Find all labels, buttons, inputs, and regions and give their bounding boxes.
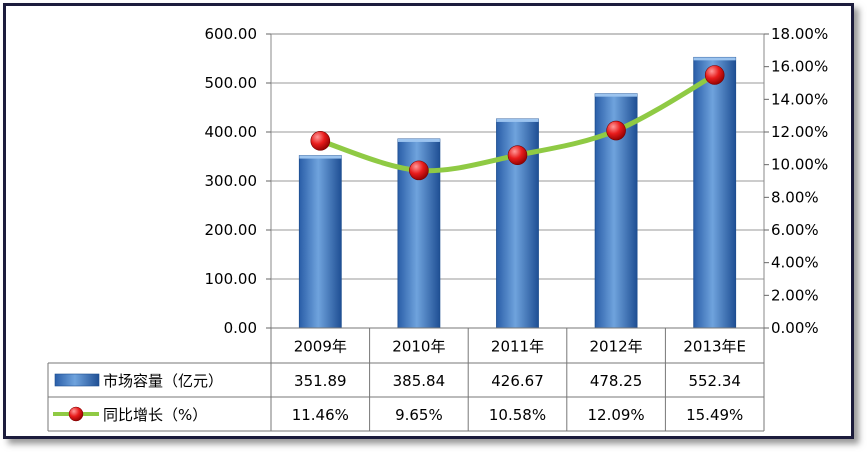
- growth-marker: [310, 131, 331, 151]
- left-axis-tick-label: 100.00: [205, 270, 258, 288]
- right-axis-tick-label: 0.00%: [771, 319, 819, 337]
- x-category-label: 2013年E: [683, 338, 746, 356]
- legend-marker-key: [68, 406, 84, 422]
- x-category-label: 2012年: [590, 338, 643, 356]
- table-value-cell: 478.25: [590, 372, 643, 390]
- left-axis-tick-label: 200.00: [205, 221, 258, 239]
- legend-series-name: 市场容量（亿元）: [103, 372, 223, 390]
- bar-top-highlight: [397, 138, 440, 142]
- bar: [298, 155, 342, 329]
- right-axis-tick-label: 16.00%: [771, 58, 828, 76]
- left-axis-tick-label: 0.00: [224, 319, 257, 337]
- right-axis-tick-label: 2.00%: [771, 286, 819, 304]
- right-axis-tick-label: 10.00%: [771, 156, 828, 174]
- left-axis-tick-label: 300.00: [205, 172, 258, 190]
- bar-top-highlight: [693, 57, 736, 61]
- bar: [693, 56, 737, 329]
- table-value-cell: 15.49%: [686, 406, 743, 424]
- combo-chart: 0.00 100.00 200.00 300.00 400.00 500.00 600.00…: [47, 25, 828, 432]
- x-category-label: 2011年: [491, 338, 544, 356]
- table-value-cell: 10.58%: [489, 406, 546, 424]
- legend-bar-key: [54, 373, 100, 387]
- right-axis-tick-label: 8.00%: [771, 188, 819, 206]
- legend-series-name: 同比增长（%）: [103, 406, 207, 424]
- table-value-cell: 12.09%: [587, 406, 644, 424]
- bar-top-highlight: [496, 118, 539, 122]
- table-value-cell: 351.89: [294, 372, 347, 390]
- table-value-cell: 9.65%: [395, 406, 443, 424]
- x-category-label: 2010年: [392, 338, 445, 356]
- bar-top-highlight: [299, 155, 342, 159]
- bar-top-highlight: [595, 93, 638, 97]
- right-axis-tick-label: 12.00%: [771, 123, 828, 141]
- growth-marker: [606, 120, 626, 141]
- right-axis-tick-label: 4.00%: [771, 254, 819, 272]
- right-axis-tick-label: 14.00%: [771, 90, 828, 108]
- chart-frame: 0.00 100.00 200.00 300.00 400.00 500.00 600.00…: [3, 3, 854, 439]
- growth-marker: [507, 145, 528, 165]
- table-value-cell: 385.84: [393, 372, 446, 390]
- left-axis-tick-label: 500.00: [205, 74, 258, 92]
- left-axis-tick-label: 600.00: [205, 25, 258, 43]
- table-value-cell: 552.34: [688, 372, 741, 390]
- x-category-label: 2009年: [294, 338, 347, 356]
- right-axis-tick-label: 18.00%: [771, 25, 828, 43]
- right-axis-tick-label: 6.00%: [771, 221, 819, 239]
- growth-marker: [409, 160, 429, 181]
- table-value-cell: 426.67: [491, 372, 544, 390]
- left-axis-tick-label: 400.00: [205, 123, 258, 141]
- table-value-cell: 11.46%: [292, 406, 349, 424]
- growth-marker: [704, 65, 725, 85]
